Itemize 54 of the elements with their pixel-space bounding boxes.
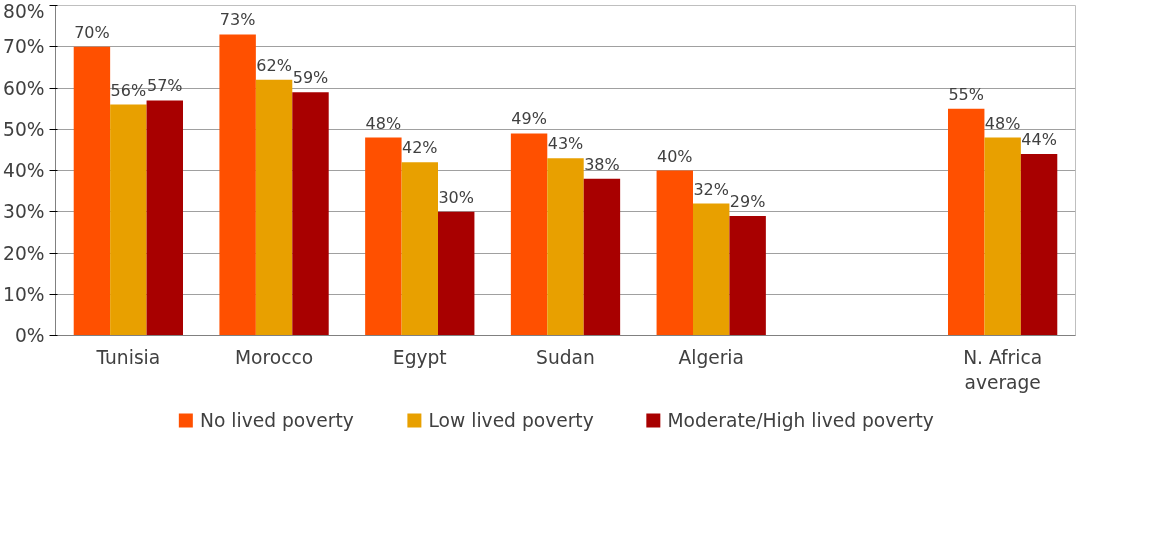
bar <box>438 211 475 336</box>
data-label: 44% <box>1021 130 1057 149</box>
bar <box>984 137 1021 336</box>
data-label: 48% <box>984 113 1021 133</box>
bar <box>365 137 402 336</box>
x-tick-label: Morocco <box>235 346 314 368</box>
legend-label: Moderate/High lived poverty <box>667 410 934 431</box>
data-label: 73% <box>219 10 256 30</box>
y-tick-label: 60% <box>3 77 45 99</box>
y-tick-label: 20% <box>3 242 45 264</box>
data-label: 55% <box>948 84 984 104</box>
bar <box>146 100 183 336</box>
bar <box>219 34 256 336</box>
data-label: 42% <box>402 138 438 158</box>
legend-label: Low lived poverty <box>428 410 594 431</box>
data-label: 56% <box>110 80 147 100</box>
bar <box>583 178 621 336</box>
bar <box>110 104 147 336</box>
data-label: 48% <box>365 113 402 133</box>
data-label: 62% <box>256 55 292 75</box>
x-tick-label: N. Africa average <box>963 346 1043 393</box>
data-label: 30% <box>438 187 474 207</box>
bar <box>1020 154 1058 336</box>
data-label: 59% <box>292 68 329 88</box>
bar <box>73 46 111 336</box>
data-label: 57% <box>147 76 183 96</box>
x-tick-label: Sudan <box>536 346 595 368</box>
data-label: 29% <box>729 191 766 211</box>
data-label: 38% <box>584 154 620 174</box>
bar <box>656 170 693 336</box>
y-tick-label: 80% <box>3 0 45 22</box>
x-tick-label: Egypt <box>392 346 447 368</box>
data-label: 40% <box>657 146 693 166</box>
bar <box>729 215 766 336</box>
y-tick-label: 40% <box>3 160 45 181</box>
bar <box>948 108 985 336</box>
y-tick-label: 0% <box>14 325 45 346</box>
bar <box>547 158 584 336</box>
legend-label: No lived poverty <box>200 410 354 431</box>
bar <box>693 203 730 336</box>
data-label: 32% <box>693 179 729 199</box>
bar <box>255 79 293 336</box>
bar <box>292 92 329 336</box>
y-tick-label: 50% <box>3 118 45 140</box>
y-tick-label: 10% <box>3 283 45 305</box>
data-label: 70% <box>74 22 110 42</box>
y-tick-label: 30% <box>3 201 45 223</box>
data-label: 49% <box>511 109 547 129</box>
y-tick-label: 70% <box>3 36 45 58</box>
data-label: 43% <box>547 134 584 154</box>
x-tick-label: Algeria <box>678 346 744 368</box>
bar <box>510 133 548 336</box>
x-tick-label: Tunisia <box>95 346 161 368</box>
bar <box>401 162 438 336</box>
